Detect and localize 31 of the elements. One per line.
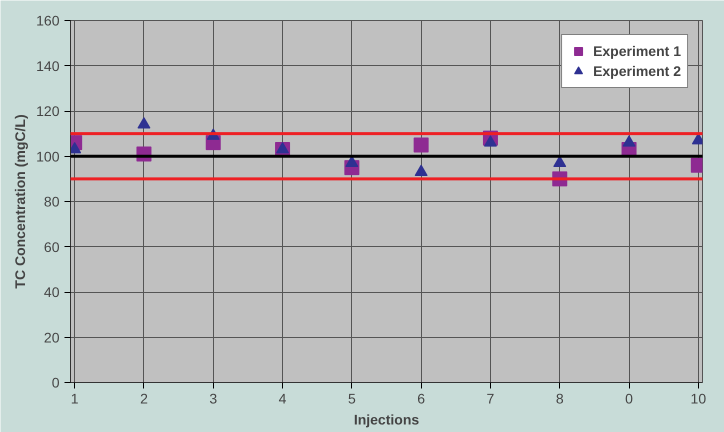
y-tick-label: 120: [36, 103, 60, 119]
y-tick-label: 20: [44, 329, 60, 346]
x-tick-label: 6: [417, 390, 426, 406]
x-tick-label: 1: [70, 390, 79, 406]
x-tick-label: 0: [625, 390, 634, 406]
y-tick-label: 160: [36, 12, 60, 28]
point: [414, 164, 428, 176]
point: [622, 135, 636, 147]
y-tick-label: 140: [36, 58, 60, 74]
y-tick-label: 80: [44, 194, 60, 210]
point: [414, 137, 429, 152]
legend-label: Experiment 2: [593, 63, 681, 79]
x-tick-label: 5: [348, 390, 356, 406]
x-tick-label: 3: [209, 390, 218, 406]
y-tick-label: 40: [44, 284, 60, 300]
x-tick-label: 4: [278, 390, 287, 406]
point: [484, 135, 497, 147]
x-tick-label: 7: [486, 390, 495, 406]
point: [137, 117, 150, 129]
legend-label: Experiment 1: [593, 43, 681, 59]
y-tick-label: 100: [36, 148, 60, 164]
y-tick-label: 60: [44, 238, 60, 255]
x-axis-title: Injections: [354, 412, 420, 428]
point: [553, 156, 566, 167]
point: [276, 142, 290, 154]
x-tick-label: 10: [690, 390, 706, 406]
y-axis-title: TC Concentration (mgC/L): [12, 114, 28, 289]
y-tick-label: 0: [52, 374, 60, 390]
x-tick-label: 8: [556, 390, 564, 406]
x-tick-label: 2: [140, 390, 148, 406]
point: [345, 156, 358, 167]
